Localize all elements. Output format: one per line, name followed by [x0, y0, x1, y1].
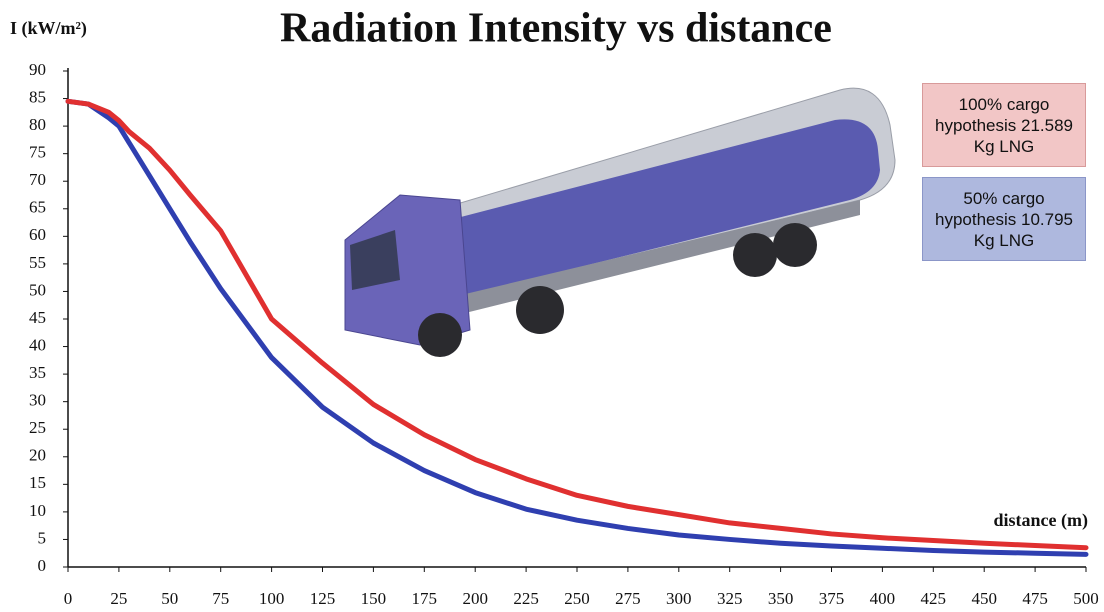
x-tick-label: 75 — [212, 589, 229, 608]
x-tick-label: 325 — [717, 589, 743, 608]
x-tick-label: 425 — [921, 589, 947, 608]
x-tick-label: 300 — [666, 589, 692, 608]
chart-title: Radiation Intensity vs distance — [280, 6, 832, 52]
truck-illustration — [345, 88, 895, 357]
y-tick-label: 25 — [29, 418, 46, 437]
x-tick-label: 150 — [361, 589, 387, 608]
legend-entry: 100% cargo hypothesis 21.589 Kg LNG — [922, 83, 1086, 167]
x-tick-label: 275 — [615, 589, 641, 608]
wheel — [733, 233, 777, 277]
y-tick-label: 20 — [29, 446, 46, 465]
page: {"chart_data": {"type": "line", "title":… — [0, 0, 1104, 612]
y-tick-label: 70 — [29, 170, 46, 189]
wheel — [773, 223, 817, 267]
y-tick-label: 45 — [29, 308, 46, 327]
x-tick-label: 50 — [161, 589, 178, 608]
y-tick-label: 0 — [38, 556, 47, 575]
x-tick-label: 25 — [110, 589, 127, 608]
x-tick-label: 100 — [259, 589, 285, 608]
wheel — [516, 286, 564, 334]
x-axis-label: distance (m) — [994, 510, 1088, 531]
x-tick-label: 450 — [971, 589, 997, 608]
x-tick-label: 175 — [412, 589, 438, 608]
x-tick-label: 200 — [462, 589, 488, 608]
y-tick-label: 5 — [38, 528, 47, 547]
x-tick-label: 250 — [564, 589, 590, 608]
y-tick-label: 65 — [29, 198, 46, 217]
y-tick-label: 60 — [29, 225, 46, 244]
x-tick-label: 350 — [768, 589, 794, 608]
legend-entry: 50% cargo hypothesis 10.795 Kg LNG — [922, 177, 1086, 261]
x-tick-label: 500 — [1073, 589, 1099, 608]
y-tick-label: 10 — [29, 501, 46, 520]
y-tick-label: 80 — [29, 115, 46, 134]
y-tick-label: 40 — [29, 335, 46, 354]
x-tick-label: 400 — [870, 589, 896, 608]
y-tick-label: 35 — [29, 363, 46, 382]
x-tick-label: 475 — [1022, 589, 1048, 608]
y-axis-label: I (kW/m²) — [10, 18, 87, 39]
x-tick-label: 125 — [310, 589, 336, 608]
y-tick-label: 50 — [29, 280, 46, 299]
y-tick-label: 15 — [29, 473, 46, 492]
x-tick-label: 0 — [64, 589, 73, 608]
x-tick-label: 375 — [819, 589, 845, 608]
y-tick-label: 85 — [29, 87, 46, 106]
wheel — [418, 313, 462, 357]
y-tick-label: 75 — [29, 143, 46, 162]
y-tick-label: 90 — [29, 60, 46, 79]
y-tick-label: 55 — [29, 253, 46, 272]
x-tick-label: 225 — [513, 589, 539, 608]
y-tick-label: 30 — [29, 391, 46, 410]
